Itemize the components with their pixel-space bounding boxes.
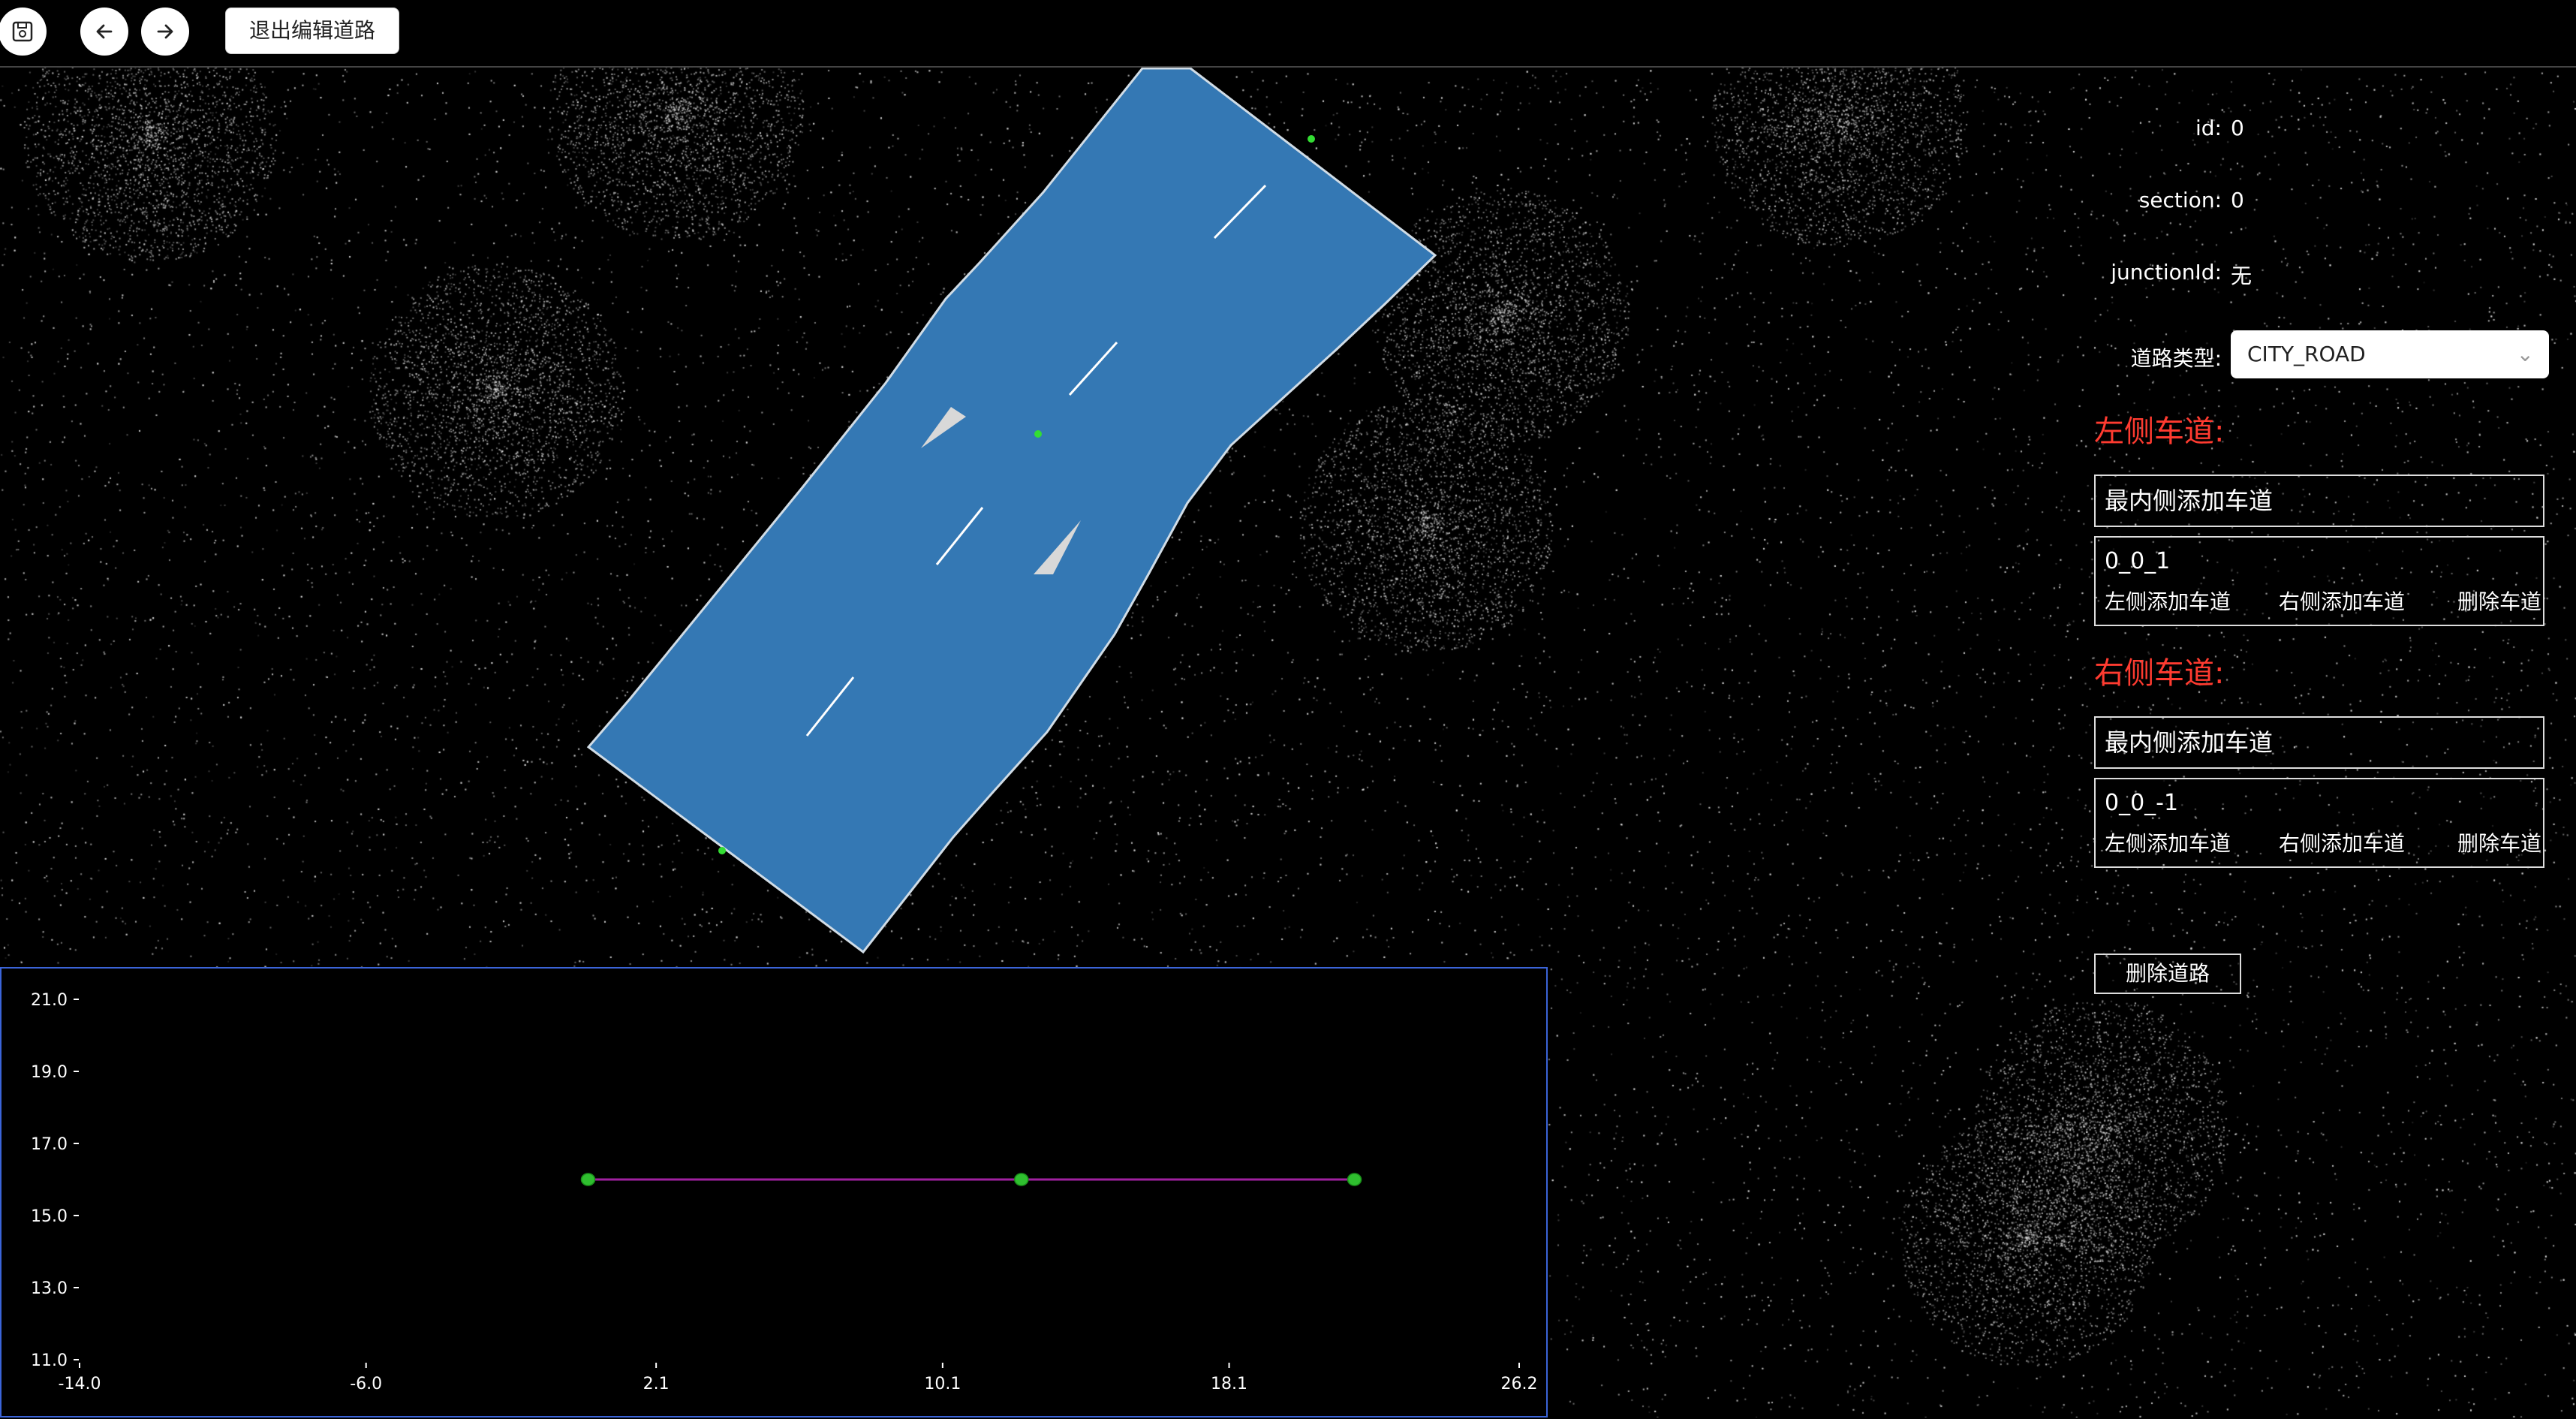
junction-row: junctionId: 无 [2094, 249, 2552, 294]
x-tick-label: 18.1 [1211, 1375, 1247, 1393]
id-value: 0 [2231, 116, 2244, 140]
add-right-lane-button[interactable]: 右侧添加车道 [2279, 589, 2406, 614]
chevron-down-icon: ⌄ [2516, 342, 2534, 366]
section-value: 0 [2231, 188, 2244, 212]
id-label: id: [2195, 116, 2222, 140]
lane-id: 0_0_1 [2105, 548, 2171, 574]
road-control-point[interactable] [1034, 430, 1042, 438]
add-left-lane-button[interactable]: 左侧添加车道 [2105, 589, 2231, 614]
add-right-lane-button[interactable]: 右侧添加车道 [2279, 831, 2406, 856]
redo-button[interactable] [141, 8, 189, 56]
road-type-select[interactable]: CITY_ROAD ⌄ [2231, 330, 2549, 378]
road-control-point[interactable] [1308, 135, 1315, 143]
direction-arrow-icon [1034, 520, 1081, 574]
section-label: section: [2138, 188, 2222, 212]
undo-button[interactable] [80, 8, 128, 56]
x-tick-label: -6.0 [350, 1375, 382, 1393]
delete-road-button[interactable]: 删除道路 [2094, 954, 2241, 994]
id-row: id: 0 [2094, 105, 2552, 150]
x-tick-label: 26.2 [1501, 1375, 1538, 1393]
arrow-left-icon [96, 24, 113, 39]
x-tick-label: 10.1 [924, 1375, 961, 1393]
save-icon [12, 21, 33, 42]
y-tick-label: 11.0 [31, 1351, 68, 1370]
delete-lane-button[interactable]: 删除车道 [2457, 589, 2542, 614]
profile-control-point[interactable] [1347, 1173, 1362, 1186]
y-tick-label: 15.0 [31, 1207, 68, 1226]
add-left-lane-button[interactable]: 左侧添加车道 [2105, 831, 2231, 856]
left-lane-card: 0_0_1 左侧添加车道 右侧添加车道 删除车道 [2094, 536, 2544, 626]
right-add-inner-lane-button[interactable]: 最内侧添加车道 [2094, 716, 2544, 769]
junction-label: junctionId: [2111, 260, 2222, 285]
delete-lane-button[interactable]: 删除车道 [2457, 831, 2542, 856]
right-lane-card: 0_0_-1 左侧添加车道 右侧添加车道 删除车道 [2094, 778, 2544, 868]
right-lanes-title: 右侧车道: [2094, 656, 2225, 691]
exit-edit-road-button[interactable]: 退出编辑道路 [225, 8, 399, 54]
lane-divider [805, 184, 1267, 737]
y-tick-label: 17.0 [31, 1135, 68, 1154]
road-surface[interactable] [586, 67, 1437, 954]
x-tick-label: -14.0 [59, 1375, 101, 1393]
profile-control-point[interactable] [580, 1173, 596, 1186]
lane-id: 0_0_-1 [2105, 790, 2179, 816]
x-tick-label: 2.1 [643, 1375, 670, 1393]
direction-arrow-icon [921, 407, 966, 448]
y-tick-label: 13.0 [31, 1279, 68, 1298]
left-lanes-title: 左侧车道: [2094, 414, 2225, 449]
road-type-value: CITY_ROAD [2247, 342, 2366, 366]
y-tick-label: 19.0 [31, 1063, 68, 1082]
elevation-profile-panel[interactable]: 21.0 19.0 17.0 15.0 13.0 11.0 -14.0 -6.0 2.1 10.1… [0, 967, 1548, 1417]
arrow-right-icon [157, 24, 173, 39]
road-type-row: 道路类型: CITY_ROAD ⌄ [2094, 330, 2552, 378]
left-add-inner-lane-button[interactable]: 最内侧添加车道 [2094, 475, 2544, 527]
section-row: section: 0 [2094, 177, 2552, 222]
profile-control-point[interactable] [1014, 1173, 1029, 1186]
top-toolbar: 退出编辑道路 [0, 0, 2576, 68]
elevation-profile-chart: 21.0 19.0 17.0 15.0 13.0 11.0 -14.0 -6.0 2.1 10.1… [31, 991, 1538, 1393]
road-control-point[interactable] [718, 847, 726, 854]
save-button[interactable] [0, 8, 47, 56]
road-type-label: 道路类型: [2130, 346, 2222, 371]
junction-value: 无 [2231, 264, 2252, 288]
y-tick-label: 21.0 [31, 991, 68, 1010]
